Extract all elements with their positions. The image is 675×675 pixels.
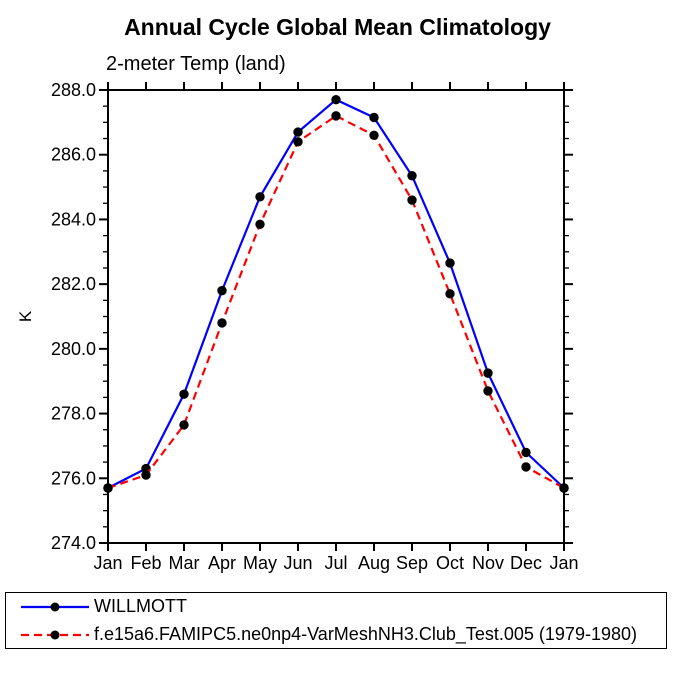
- legend-row-1: f.e15a6.FAMIPC5.ne0np4-VarMeshNH3.Club_T…: [19, 622, 666, 648]
- x-tick-label: Apr: [208, 553, 236, 573]
- legend-sample-line: [21, 630, 89, 639]
- series-0-marker: [445, 258, 455, 268]
- legend-label: f.e15a6.FAMIPC5.ne0np4-VarMeshNH3.Club_T…: [94, 624, 637, 644]
- series-1-marker: [559, 483, 569, 493]
- series-1-marker: [141, 470, 151, 480]
- legend-box: WILLMOTT f.e15a6.FAMIPC5.ne0np4-VarMeshNH…: [5, 592, 667, 649]
- x-tick-label: Jul: [324, 553, 347, 573]
- series-0-marker: [521, 447, 531, 458]
- legend-sample-line: [21, 602, 89, 611]
- y-tick-label: 280.0: [51, 339, 96, 359]
- series-1-marker: [483, 386, 493, 396]
- y-tick-label: 278.0: [51, 404, 96, 424]
- series-1-marker: [255, 219, 265, 229]
- series-1-marker: [293, 137, 303, 147]
- legend-row-0: WILLMOTT: [19, 594, 666, 620]
- legend-label: WILLMOTT: [94, 596, 187, 616]
- series-1-marker: [331, 111, 341, 121]
- x-tick-label: Nov: [472, 553, 504, 573]
- series-0-line: [107, 98, 565, 489]
- y-tick-label: 288.0: [51, 80, 96, 100]
- series-1-marker: [369, 130, 379, 140]
- series-1-line: [107, 114, 565, 490]
- chart-subtitle: 2-meter Temp (land): [106, 53, 286, 75]
- series-1-marker: [217, 318, 227, 328]
- series-1-marker: [179, 420, 189, 430]
- series-0-marker: [217, 285, 227, 296]
- chart-title: Annual Cycle Global Mean Climatology: [124, 14, 551, 40]
- x-tick-label: Sep: [396, 553, 428, 573]
- series-0-marker: [407, 171, 417, 181]
- x-tick-label: May: [243, 553, 277, 573]
- series-0-marker: [179, 389, 189, 399]
- x-tick-label: Jan: [93, 553, 122, 573]
- y-tick-label: 284.0: [51, 209, 96, 229]
- x-tick-label: Jun: [283, 553, 312, 573]
- plot-frame: [107, 89, 565, 544]
- x-tick-label: Aug: [358, 553, 390, 573]
- x-tick-label: Oct: [436, 553, 464, 573]
- y-tick-label: 286.0: [51, 145, 96, 165]
- x-tick-label: Feb: [130, 553, 161, 573]
- series-0-marker: [369, 112, 379, 123]
- series-0-marker: [483, 368, 493, 378]
- x-tick-label: Dec: [510, 553, 542, 573]
- series-0-marker: [255, 192, 265, 202]
- y-axis-label: K: [16, 310, 35, 322]
- y-tick-label: 282.0: [51, 274, 96, 294]
- series-1-marker: [407, 195, 417, 205]
- series-1-marker: [103, 483, 113, 493]
- x-tick-label: Jan: [549, 553, 578, 573]
- y-tick-label: 274.0: [51, 533, 96, 553]
- plot-area: Jan Feb Mar Apr May Jun Jul Aug Sep Oct Nov Dec Jan2…: [16, 80, 579, 573]
- series-1-marker: [521, 462, 531, 472]
- y-tick-label: 276.0: [51, 468, 96, 488]
- series-1-marker: [445, 289, 455, 299]
- x-tick-label: Mar: [169, 553, 200, 573]
- series-0-marker: [293, 127, 303, 137]
- series-0-marker: [331, 95, 341, 105]
